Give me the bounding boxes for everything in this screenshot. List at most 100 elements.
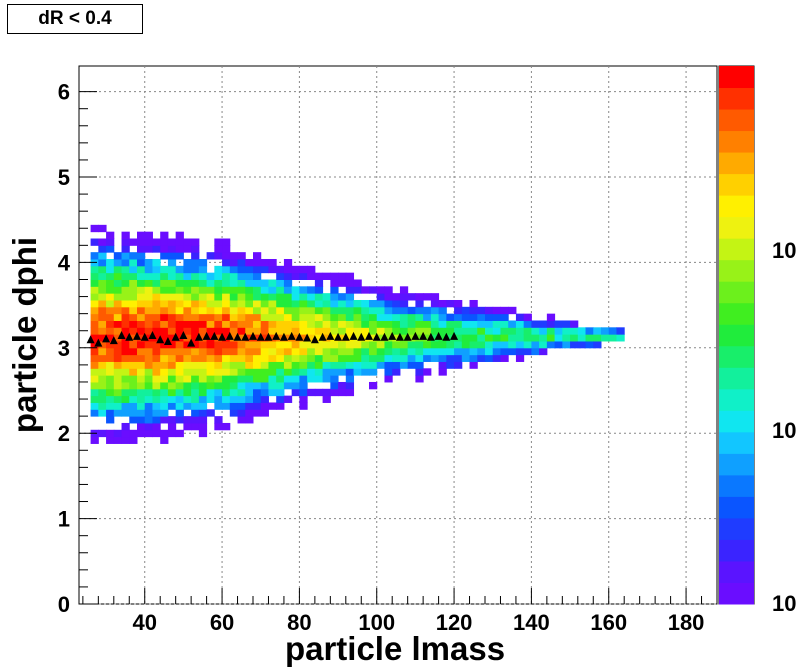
heatmap-cell xyxy=(175,409,184,417)
heatmap-cell xyxy=(361,327,370,335)
heatmap-cell xyxy=(253,279,262,287)
heatmap-cell xyxy=(237,375,246,383)
x-tick-label: 100 xyxy=(358,610,395,635)
heatmap-cell xyxy=(137,231,146,240)
heatmap-cell xyxy=(191,422,200,431)
colorbar-swatch xyxy=(719,324,754,347)
heatmap-cell xyxy=(206,388,215,397)
heatmap-cell xyxy=(469,320,478,328)
heatmap-cell xyxy=(260,286,269,294)
heatmap-cell xyxy=(183,313,192,321)
heatmap-cell xyxy=(106,436,115,444)
heatmap-cell xyxy=(144,245,153,253)
heatmap-cell xyxy=(137,381,146,390)
heatmap-cell xyxy=(160,279,169,287)
heatmap-cell xyxy=(423,334,432,342)
heatmap-cell xyxy=(454,354,463,362)
heatmap-cell xyxy=(283,272,293,280)
heatmap-cell xyxy=(167,368,177,376)
profile-marker xyxy=(179,331,188,339)
heatmap-cell xyxy=(183,327,192,335)
heatmap-cell xyxy=(160,272,169,280)
heatmap-cell xyxy=(152,354,161,362)
colorbar-tick-label: 10 xyxy=(772,238,796,263)
heatmap-cell xyxy=(183,258,192,267)
heatmap-cell xyxy=(376,293,385,301)
heatmap-cell xyxy=(283,279,293,287)
heatmap-cell xyxy=(129,265,138,274)
heatmap-cell xyxy=(129,361,138,369)
heatmap-cell xyxy=(423,340,432,349)
heatmap-cell xyxy=(98,265,107,274)
heatmap-cell xyxy=(314,293,324,301)
profile-marker xyxy=(419,331,428,340)
heatmap-cell xyxy=(276,320,285,328)
heatmap-cell xyxy=(500,334,509,342)
heatmap-cell xyxy=(175,368,184,376)
heatmap-cell xyxy=(585,334,594,342)
heatmap-cell xyxy=(492,334,501,342)
heatmap-cell xyxy=(392,320,401,328)
heatmap-cell xyxy=(338,299,347,308)
heatmap-cell xyxy=(160,313,169,321)
heatmap-cell xyxy=(160,252,169,260)
heatmap-cell xyxy=(407,361,416,369)
heatmap-cell xyxy=(90,238,99,246)
heatmap-cell xyxy=(144,388,153,397)
heatmap-cell xyxy=(222,252,231,260)
heatmap-cell xyxy=(198,409,208,417)
heatmap-cell xyxy=(229,388,239,397)
heatmap-cell xyxy=(399,347,409,356)
heatmap-cell xyxy=(477,327,486,335)
heatmap-cell xyxy=(531,334,540,342)
heatmap-cell xyxy=(392,368,401,376)
heatmap-cell xyxy=(299,402,308,410)
heatmap-cell xyxy=(237,327,246,335)
heatmap-cell xyxy=(167,320,177,328)
heatmap-cell xyxy=(237,395,246,403)
heatmap-cell xyxy=(260,381,269,390)
profile-marker xyxy=(117,331,126,339)
heatmap-cell xyxy=(384,334,393,342)
heatmap-cell xyxy=(160,361,169,369)
heatmap-cell xyxy=(554,327,563,335)
heatmap-cell xyxy=(106,354,115,362)
heatmap-cell xyxy=(144,416,153,424)
heatmap-cell xyxy=(291,361,300,369)
heatmap-cell xyxy=(322,368,331,376)
heatmap-cell xyxy=(291,265,300,274)
heatmap-cell xyxy=(106,375,115,383)
heatmap-cell xyxy=(144,354,153,362)
heatmap-cell xyxy=(531,320,540,328)
heatmap-cell xyxy=(338,272,347,280)
heatmap-cell xyxy=(229,279,239,287)
heatmap-cell xyxy=(175,245,184,253)
heatmap-cell xyxy=(314,299,324,308)
heatmap-cell xyxy=(237,286,246,294)
heatmap-cell xyxy=(237,320,246,328)
heatmap-cell xyxy=(191,347,200,356)
heatmap-cell xyxy=(283,395,293,403)
heatmap-cell xyxy=(106,381,115,390)
heatmap-cell xyxy=(191,265,200,274)
heatmap-cell xyxy=(175,375,184,383)
profile-marker xyxy=(365,331,373,340)
heatmap-cell xyxy=(469,340,478,349)
heatmap-cell xyxy=(214,286,223,294)
heatmap-cell xyxy=(338,340,347,349)
heatmap-cell xyxy=(283,368,293,376)
heatmap-cell xyxy=(222,306,231,315)
heatmap-cell xyxy=(191,286,200,294)
heatmap-cell xyxy=(167,375,177,383)
heatmap-cell xyxy=(577,327,587,335)
heatmap-cell xyxy=(291,299,300,308)
heatmap-cell xyxy=(160,327,169,335)
heatmap-cell xyxy=(167,306,177,315)
heatmap-cell xyxy=(260,320,269,328)
heatmap-cell xyxy=(384,347,393,356)
heatmap-cell xyxy=(191,313,200,321)
heatmap-cell xyxy=(291,334,300,342)
heatmap-cell xyxy=(283,293,293,301)
heatmap-cell xyxy=(361,361,370,369)
heatmap-cell xyxy=(299,313,308,321)
